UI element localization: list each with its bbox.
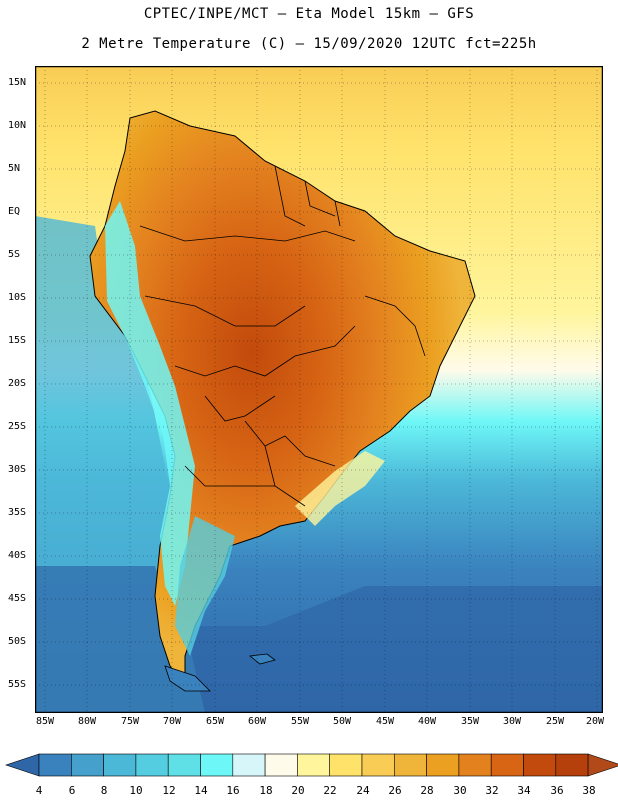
lon-label: 25W [545,716,565,727]
lat-label: 35S [8,507,27,518]
colorbar-label: 30 [453,784,467,797]
colorbar-cell [103,753,137,777]
colorbar-cell [200,753,234,777]
title-line-2: 2 Metre Temperature (C) – 15/09/2020 12U… [81,36,537,52]
colorbar [5,753,618,777]
lon-label: 30W [502,716,522,727]
lon-label: 35W [460,716,480,727]
colorbar-cell [297,753,330,777]
colorbar-cell [393,753,427,777]
colorbar-cell [167,753,201,777]
colorbar-cell [458,753,492,777]
temperature-map [35,66,603,713]
lat-label: 40S [8,550,27,561]
colorbar-cell [38,753,72,777]
tierra-del-fuego [164,665,211,692]
lon-label: 65W [205,716,225,727]
colorbar-cell [555,753,589,777]
lat-label: 10S [8,292,27,303]
colorbar-cell [361,753,395,777]
colorbar-cell [264,753,298,777]
lon-label: 55W [290,716,310,727]
lon-label: 75W [120,716,140,727]
lon-label: 85W [35,716,55,727]
colorbar-label: 22 [323,784,337,797]
lon-label: 40W [417,716,437,727]
lon-label: 60W [247,716,267,727]
colorbar-cell [71,753,104,777]
lat-label: 10N [8,120,27,131]
colorbar-label: 14 [194,784,208,797]
colorbar-cell [329,753,363,777]
colorbar-cell [135,753,169,777]
lat-label: 5S [8,249,21,260]
colorbar-label: 34 [517,784,531,797]
lon-label: 70W [162,716,182,727]
lon-label: 50W [332,716,352,727]
colorbar-label: 16 [226,784,240,797]
falkland-islands [249,653,276,665]
colorbar-label: 18 [259,784,273,797]
lat-grid [35,82,603,686]
lat-label: 55S [8,679,27,690]
lat-label: 15N [8,77,27,88]
colorbar-label: 24 [356,784,370,797]
lon-label: 45W [375,716,395,727]
colorbar-arrow-right [587,753,618,777]
colorbar-label: 8 [100,784,108,797]
lat-label: 5N [8,163,21,174]
colorbar-label: 28 [420,784,434,797]
lon-label: 80W [77,716,97,727]
lon-label: 20W [585,716,605,727]
colorbar-label: 26 [388,784,402,797]
lat-label: 30S [8,464,27,475]
colorbar-label: 6 [68,784,76,797]
colorbar-label: 10 [129,784,143,797]
southern-brazil-mild [295,451,385,526]
colorbar-arrow-left [5,753,40,777]
lat-label: 45S [8,593,27,604]
map-frame [35,66,603,713]
patagonia-cool [175,516,235,656]
colorbar-label: 12 [162,784,176,797]
lat-label: 50S [8,636,27,647]
lat-label: EQ [8,206,21,217]
lat-label: 25S [8,421,27,432]
colorbar-label: 20 [291,784,305,797]
title-line-1: CPTEC/INPE/MCT – Eta Model 15km – GFS [143,6,475,22]
colorbar-label: 32 [485,784,499,797]
colorbar-cell [232,753,266,777]
colorbar-cell [523,753,557,777]
colorbar-label: 38 [582,784,596,797]
colorbar-label: 36 [550,784,564,797]
colorbar-label: 4 [35,784,43,797]
colorbar-cell [490,753,524,777]
andes-cool-strip [105,201,195,606]
lat-label: 15S [8,335,27,346]
colorbar-cell [426,753,460,777]
lat-label: 20S [8,378,27,389]
